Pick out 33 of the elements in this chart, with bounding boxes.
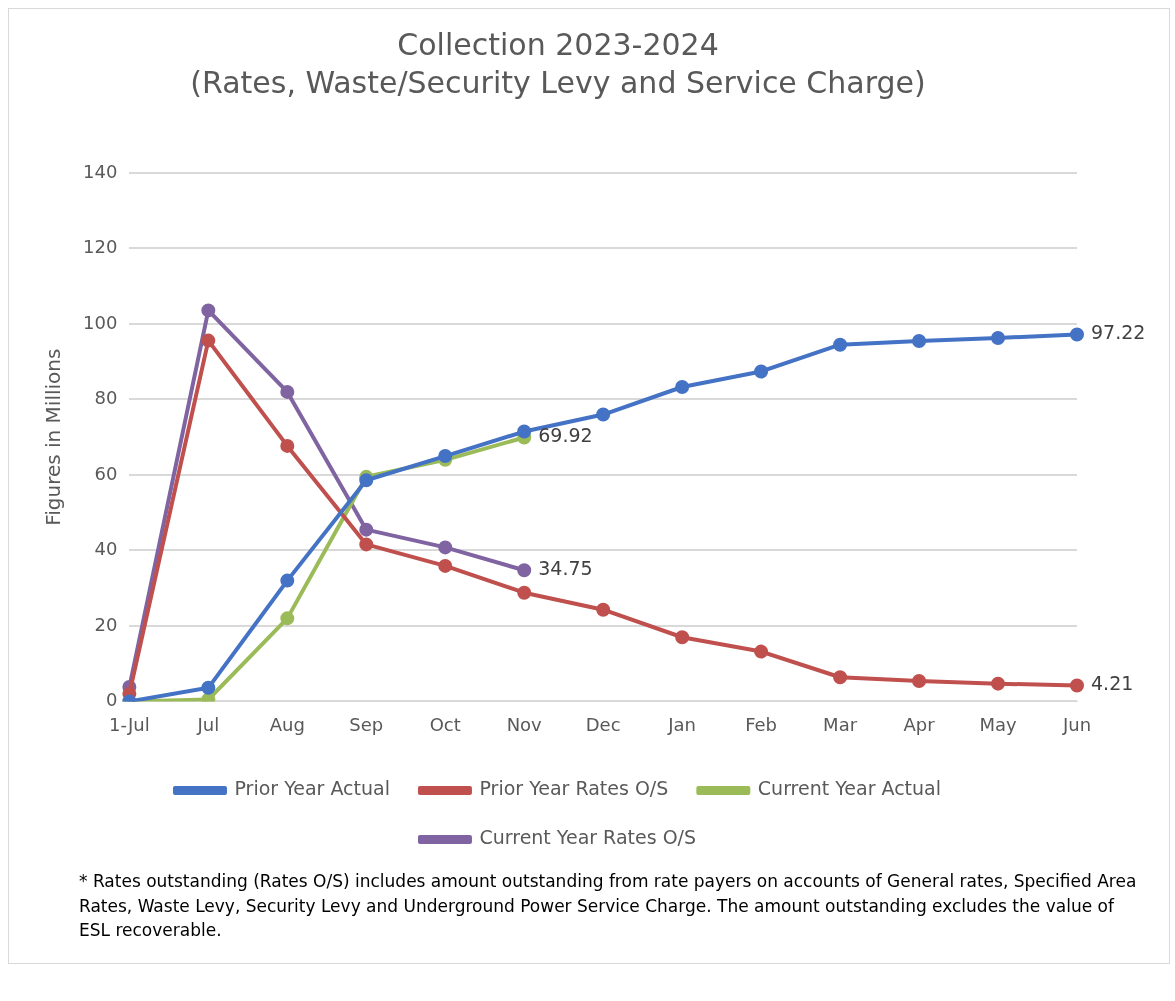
- chart-title: Collection 2023-2024: [397, 26, 719, 62]
- data-label: 97.22: [1091, 321, 1146, 344]
- data-label: 69.92: [538, 424, 593, 447]
- x-tick-label: Mar: [823, 713, 858, 735]
- y-tick-label: 120: [83, 236, 118, 258]
- text: * Rates outstanding (Rates O/S) includes amount outstanding from rate payers on accounts of General rates, Specified Area Rates, Waste Levy, Security Levy and Underground Power Service Charge. The amount outstanding excludes the value of ESL recoverable.: [78, 870, 1138, 943]
- x-tick-label: Jan: [667, 713, 697, 735]
- x-tick-label: 1-Jul: [109, 713, 150, 735]
- x-tick-label: Oct: [429, 713, 461, 735]
- y-tick-label: 20: [94, 613, 118, 635]
- x-tick-label: Jul: [196, 713, 220, 735]
- x-tick-label: Dec: [585, 713, 621, 735]
- y-tick-label: 80: [94, 387, 118, 409]
- x-tick-label: Aug: [269, 713, 305, 735]
- x-tick-label: Sep: [349, 713, 384, 735]
- data-label: 34.75: [538, 557, 593, 580]
- chart-subtitle: (Rates, Waste/Security Levy and Service Charge): [190, 64, 926, 100]
- data-label: 4.21: [1091, 672, 1134, 695]
- x-tick-label: Apr: [903, 713, 936, 735]
- y-axis-title: Figures in Millions: [41, 348, 66, 526]
- y-tick-label: 100: [83, 311, 118, 333]
- y-tick-label: 0: [105, 689, 118, 711]
- y-tick-label: 140: [83, 160, 118, 182]
- legend-label: Prior Year Actual: [234, 777, 390, 800]
- legend-label: Current Year Actual: [757, 777, 942, 800]
- x-tick-label: Feb: [745, 713, 778, 735]
- x-tick-label: Jun: [1061, 713, 1092, 735]
- x-tick-label: Nov: [506, 713, 543, 735]
- legend-label: Prior Year Rates O/S: [479, 777, 669, 800]
- y-tick-label: 40: [94, 538, 118, 560]
- legend-label: Current Year Rates O/S: [479, 826, 697, 849]
- y-tick-label: 60: [94, 462, 118, 484]
- x-tick-label: May: [979, 713, 1017, 735]
